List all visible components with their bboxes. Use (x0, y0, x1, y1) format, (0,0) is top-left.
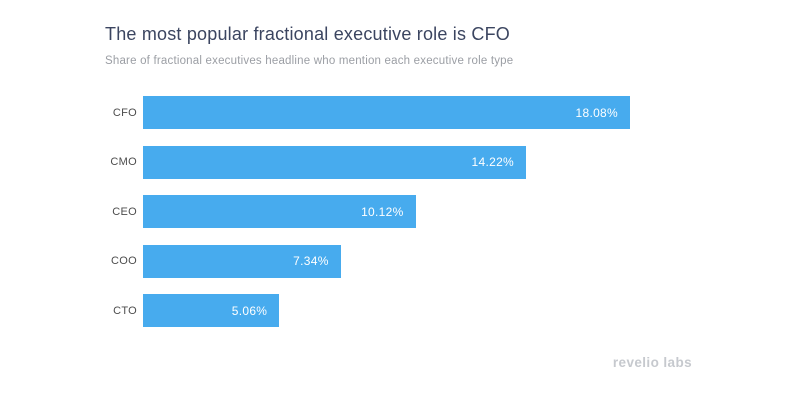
bar-cfo: 18.08% (143, 96, 630, 129)
revelio-labs-logo: revelio labs (612, 355, 692, 370)
bar-cto: 5.06% (143, 294, 280, 327)
bar-value-ceo: 10.12% (361, 204, 404, 219)
bar-coo: 7.34% (143, 244, 341, 278)
bar-value-cmo: 14.22% (471, 155, 515, 169)
bar-row-coo: COO 7.34% (105, 244, 745, 278)
bar-row-cfo: CFO 18.08% (105, 96, 745, 129)
bar-track: 10.12% (143, 195, 630, 228)
bar-chart-plot: CFO 18.08% CMO 14.22% CEO 10.12% (105, 96, 745, 327)
category-label-coo: COO (111, 255, 137, 267)
bar-ceo: 10.12% (143, 195, 416, 228)
chart-title: The most popular fractional executive ro… (105, 24, 510, 44)
bar-track: 14.22% (143, 145, 630, 179)
category-label-cfo: CFO (112, 106, 137, 119)
chart-header: The most popular fractional executive ro… (105, 24, 725, 67)
bar-row-ceo: CEO 10.12% (105, 195, 745, 228)
bar-track: 18.08% (143, 96, 630, 129)
bar-value-cto: 5.06% (231, 303, 268, 318)
category-label-cto: CTO (113, 304, 137, 317)
bar-cmo: 14.22% (143, 145, 527, 179)
bar-row-cmo: CMO 14.22% (105, 145, 745, 179)
category-label-ceo: CEO (112, 205, 137, 218)
category-label-cmo: CMO (110, 156, 137, 168)
chart-subtitle: Share of fractional executives headline … (105, 55, 514, 67)
bar-row-cto: CTO 5.06% (105, 294, 745, 327)
bar-track: 7.34% (143, 244, 630, 278)
bar-track: 5.06% (143, 294, 630, 327)
bar-value-cfo: 18.08% (575, 105, 618, 120)
bar-value-coo: 7.34% (293, 254, 329, 268)
